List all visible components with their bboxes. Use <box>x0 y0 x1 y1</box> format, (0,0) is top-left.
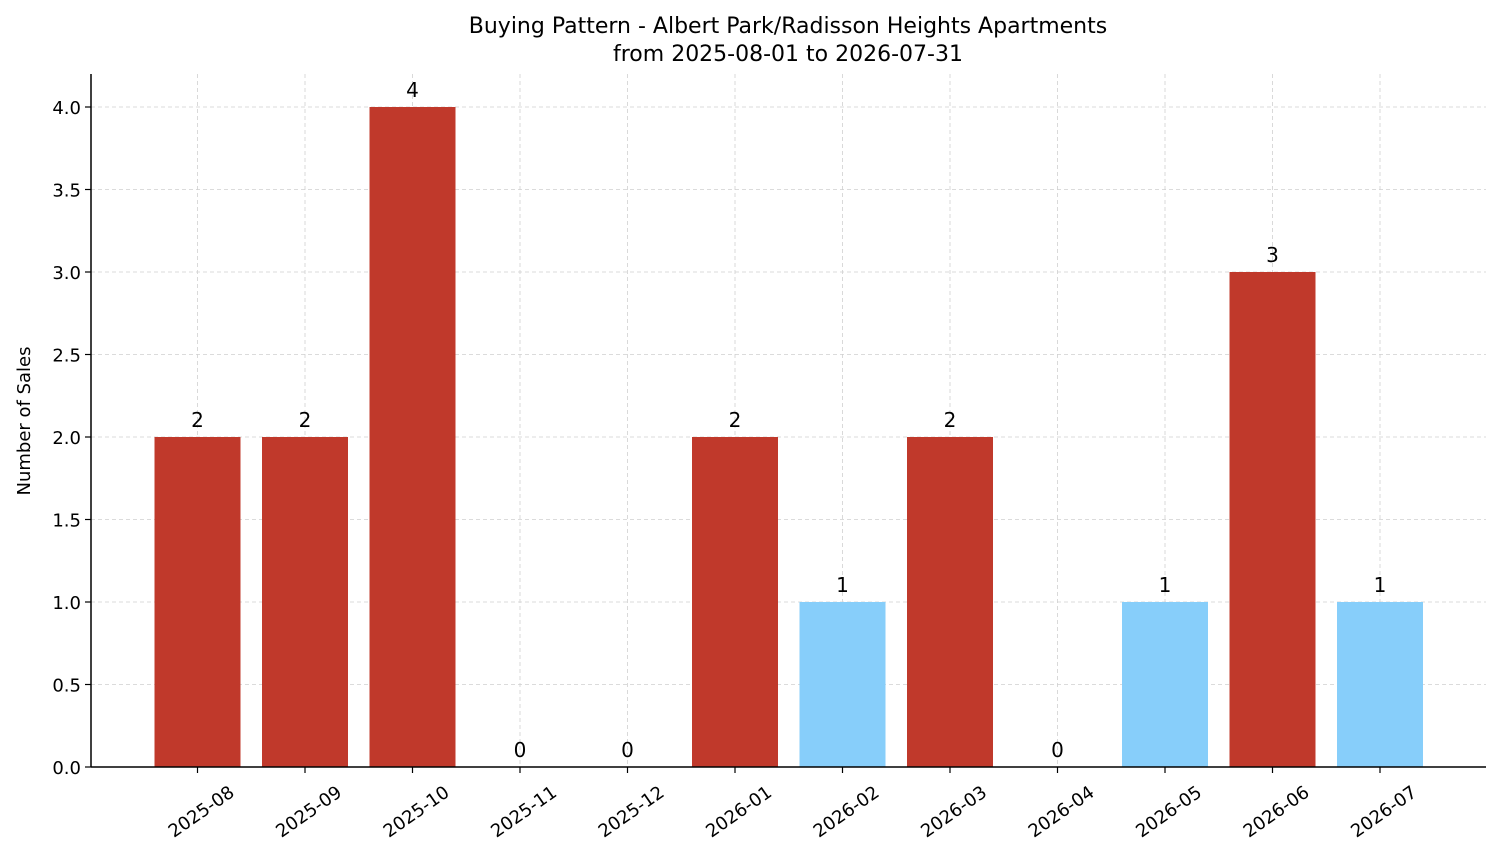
x-tick-label: 2025-08 <box>165 782 239 842</box>
y-tick-label: 3.0 <box>52 263 81 284</box>
x-tick-label: 2026-05 <box>1132 782 1206 842</box>
bar-2026-01 <box>692 437 778 767</box>
bar-2026-07 <box>1337 602 1423 767</box>
bar-2025-08 <box>154 437 241 767</box>
y-axis-label: Number of Sales <box>14 346 35 495</box>
bar-2025-09 <box>262 437 348 767</box>
x-tick-label: 2025-12 <box>595 782 669 842</box>
y-tick-label: 1.5 <box>52 511 81 532</box>
x-tick-label: 2026-06 <box>1240 782 1314 842</box>
y-tick-label: 4.0 <box>52 98 81 119</box>
data-labels: 2 2 4 0 0 2 1 2 0 1 3 1 <box>191 78 1386 762</box>
x-tick-label: 2025-09 <box>272 782 346 842</box>
bar-2026-05 <box>1122 602 1208 767</box>
data-label: 0 <box>514 738 527 762</box>
x-tick-label: 2026-04 <box>1025 782 1099 842</box>
y-tick-label: 0.0 <box>52 758 81 779</box>
y-tick-label: 2.0 <box>52 428 81 449</box>
data-label: 4 <box>406 78 419 102</box>
x-tick-label: 2026-02 <box>810 782 884 842</box>
bar-2026-02 <box>799 602 886 767</box>
bar-2026-03 <box>907 437 993 767</box>
data-label: 1 <box>1159 573 1172 597</box>
axes <box>85 74 1486 773</box>
x-tick-label: 2025-10 <box>380 782 454 842</box>
x-tick-label: 2026-07 <box>1347 782 1421 842</box>
bar-2025-10 <box>369 107 456 767</box>
y-tick-label: 0.5 <box>52 676 81 697</box>
data-label: 0 <box>621 738 634 762</box>
y-tick-label: 3.5 <box>52 181 81 202</box>
data-label: 2 <box>191 408 204 432</box>
bars <box>154 107 1423 767</box>
data-label: 2 <box>299 408 312 432</box>
x-tick-label: 2025-11 <box>487 782 561 842</box>
data-label: 2 <box>944 408 957 432</box>
x-tick-label: 2026-01 <box>702 782 776 842</box>
bar-2026-06 <box>1229 272 1316 767</box>
y-tick-labels: 0.0 0.5 1.0 1.5 2.0 2.5 3.0 3.5 4.0 <box>52 98 81 779</box>
chart-title: Buying Pattern - Albert Park/Radisson He… <box>469 14 1107 39</box>
y-tick-label: 2.5 <box>52 346 81 367</box>
data-label: 3 <box>1266 243 1279 267</box>
data-label: 0 <box>1051 738 1064 762</box>
data-label: 1 <box>1374 573 1387 597</box>
x-tick-labels: 2025-08 2025-09 2025-10 2025-11 2025-12 2026-… <box>165 782 1421 842</box>
data-label: 1 <box>836 573 849 597</box>
x-tick-label: 2026-03 <box>917 782 991 842</box>
y-tick-label: 1.0 <box>52 593 81 614</box>
chart-subtitle: from 2025-08-01 to 2026-07-31 <box>613 42 963 67</box>
data-label: 2 <box>729 408 742 432</box>
